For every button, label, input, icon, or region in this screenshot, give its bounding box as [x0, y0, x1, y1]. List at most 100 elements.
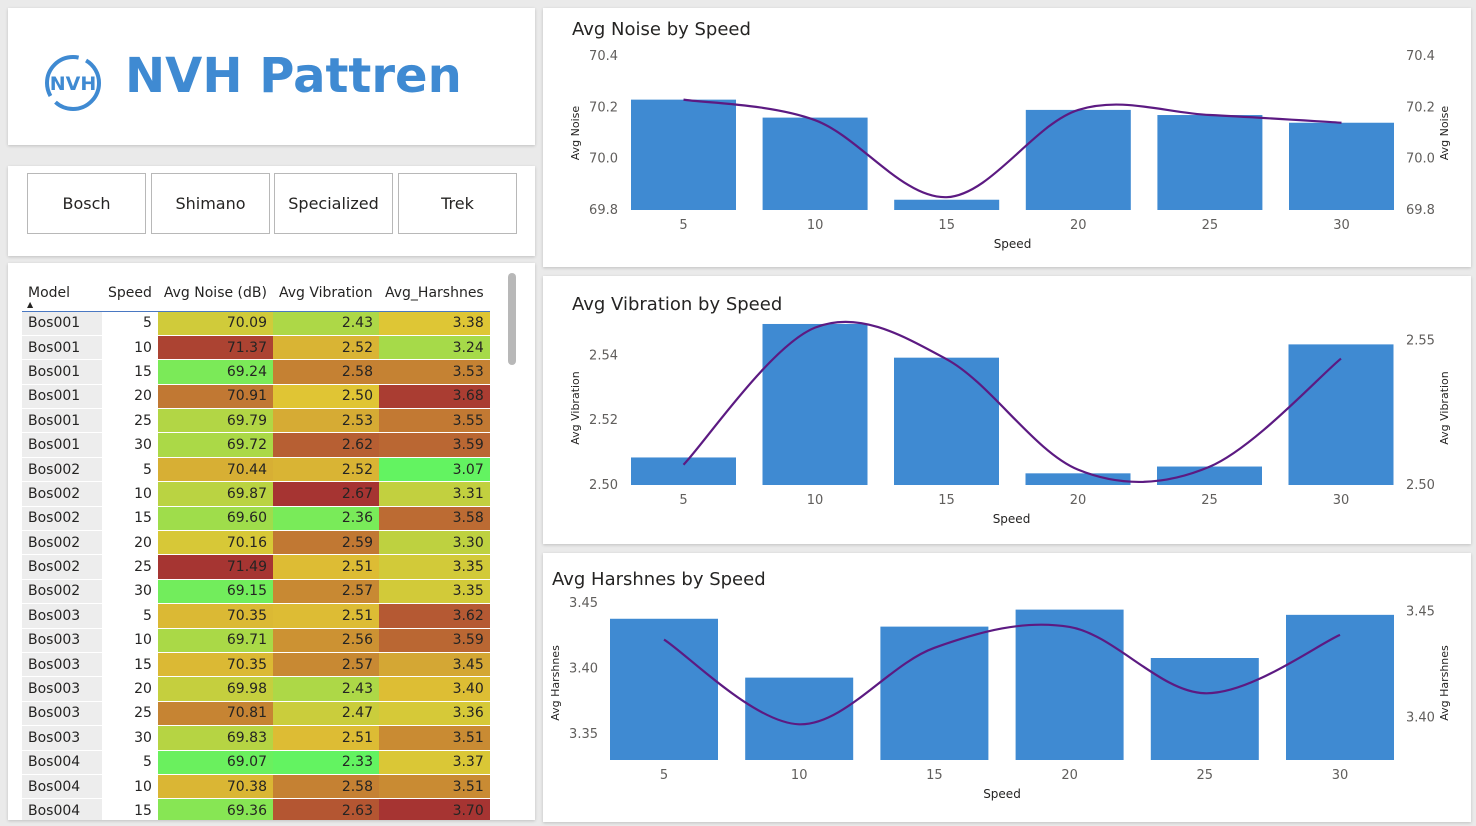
bar-speed-20[interactable] — [1025, 473, 1131, 485]
cell-speed: 30 — [102, 579, 158, 605]
cell-avg-noise: 69.24 — [157, 359, 273, 385]
table-row[interactable]: Bos004 5 69.07 2.33 3.37 — [22, 750, 490, 775]
cell-avg-harshnes: 3.53 — [378, 359, 490, 385]
bar-speed-20[interactable] — [1015, 609, 1124, 760]
bar-speed-25[interactable] — [1150, 658, 1259, 760]
table-row[interactable]: Bos002 25 71.49 2.51 3.35 — [22, 554, 490, 580]
cell-avg-noise: 70.09 — [157, 311, 273, 336]
table-row[interactable]: Bos002 20 70.16 2.59 3.30 — [22, 530, 490, 556]
table-row[interactable]: Bos003 30 69.83 2.51 3.51 — [22, 725, 490, 751]
table-row[interactable]: Bos004 10 70.38 2.58 3.51 — [22, 774, 490, 800]
bar-speed-10[interactable] — [762, 117, 868, 210]
table-row[interactable]: Bos001 10 71.37 2.52 3.24 — [22, 335, 490, 361]
column-header-model[interactable]: Model ▲ — [22, 275, 102, 312]
bar-speed-15[interactable] — [894, 357, 999, 485]
cell-avg-vibration: 2.57 — [272, 652, 379, 678]
svg-text:NVH: NVH — [50, 73, 97, 95]
cell-avg-noise: 70.91 — [157, 384, 273, 410]
table-row[interactable]: Bos001 15 69.24 2.58 3.53 — [22, 359, 490, 385]
slicer-button-trek[interactable]: Trek — [398, 173, 517, 234]
cell-avg-harshnes: 3.59 — [378, 432, 490, 458]
y-axis-title: Avg Vibration — [569, 371, 582, 445]
table-row[interactable]: Bos003 15 70.35 2.57 3.45 — [22, 652, 490, 678]
nvh-logo: NVH — [45, 55, 101, 111]
cell-model: Bos002 — [22, 457, 102, 483]
cell-avg-harshnes: 3.70 — [378, 798, 490, 820]
bar-speed-30[interactable] — [1289, 122, 1394, 210]
table-row[interactable]: Bos002 30 69.15 2.57 3.35 — [22, 579, 490, 605]
column-header-avg-harshnes[interactable]: Avg_Harshnes — [378, 275, 490, 312]
cell-avg-harshnes: 3.35 — [378, 579, 490, 605]
bar-speed-30[interactable] — [1286, 614, 1394, 760]
table-scrollbar[interactable] — [508, 273, 516, 365]
column-header-avg-vibration[interactable]: Avg Vibration — [272, 275, 379, 312]
bar-speed-15[interactable] — [894, 199, 1000, 210]
y-tick-label: 3.40 — [569, 661, 598, 676]
cell-avg-harshnes: 3.59 — [378, 628, 490, 653]
bar-speed-30[interactable] — [1288, 344, 1394, 485]
x-tick-label: 15 — [926, 768, 943, 783]
column-header-avg-noise[interactable]: Avg Noise (dB) — [157, 275, 273, 312]
bar-speed-15[interactable] — [880, 626, 989, 760]
table-row[interactable]: Bos002 15 69.60 2.36 3.58 — [22, 506, 490, 532]
cell-speed: 15 — [102, 652, 158, 678]
brand-slicer: Bosch Shimano Specialized Trek — [8, 166, 535, 256]
cell-speed: 10 — [102, 774, 158, 800]
y-axis-title: Avg Noise — [569, 106, 582, 161]
cell-avg-vibration: 2.52 — [272, 335, 379, 361]
table-row[interactable]: Bos001 25 69.79 2.53 3.55 — [22, 408, 490, 434]
slicer-button-shimano[interactable]: Shimano — [151, 173, 270, 234]
bar-speed-20[interactable] — [1025, 109, 1131, 210]
chart-title-avg-noise: Avg Noise by Speed — [572, 19, 751, 40]
y2-tick-label: 3.40 — [1406, 711, 1435, 726]
y-axis-title: Avg Harshnes — [549, 645, 562, 721]
bar-speed-5[interactable] — [631, 457, 736, 485]
x-tick-label: 15 — [938, 218, 955, 233]
y2-axis-title: Avg Vibration — [1438, 371, 1451, 445]
trend-line[interactable] — [683, 98, 1342, 199]
column-header-speed[interactable]: Speed — [102, 275, 158, 312]
x-tick-label: 30 — [1333, 218, 1350, 233]
y-tick-label: 70.2 — [589, 100, 618, 115]
cell-model: Bos001 — [22, 311, 102, 336]
bar-speed-25[interactable] — [1157, 466, 1262, 485]
cell-avg-noise: 69.07 — [157, 750, 273, 775]
bar-speed-5[interactable] — [610, 618, 718, 760]
slicer-button-bosch[interactable]: Bosch — [27, 173, 146, 234]
cell-avg-noise: 70.38 — [157, 774, 273, 800]
table-row[interactable]: Bos003 20 69.98 2.43 3.40 — [22, 676, 490, 702]
x-tick-label: 5 — [660, 768, 668, 783]
cell-avg-harshnes: 3.31 — [378, 481, 490, 507]
bar-speed-10[interactable] — [745, 677, 854, 760]
trend-line[interactable] — [682, 320, 1342, 483]
table-row[interactable]: Bos001 30 69.72 2.62 3.59 — [22, 432, 490, 458]
y-tick-label: 3.45 — [569, 596, 598, 611]
cell-avg-noise: 69.71 — [157, 628, 273, 653]
cell-avg-harshnes: 3.38 — [378, 311, 490, 336]
avg-harshnes-chart: 3.35 3.40 3.45 3.40 3.45 Avg Harshnes Avg Hars… — [549, 596, 1451, 801]
y-tick-label: 69.8 — [589, 203, 618, 218]
table-row[interactable]: Bos001 20 70.91 2.50 3.68 — [22, 384, 490, 410]
table-row[interactable]: Bos003 5 70.35 2.51 3.62 — [22, 603, 490, 629]
y2-tick-label: 2.50 — [1406, 478, 1435, 493]
y2-tick-label: 70.0 — [1406, 152, 1435, 167]
bar-speed-25[interactable] — [1157, 115, 1263, 210]
cell-avg-harshnes: 3.24 — [378, 335, 490, 361]
table-row[interactable]: Bos002 5 70.44 2.52 3.07 — [22, 457, 490, 483]
table-row[interactable]: Bos003 10 69.71 2.56 3.59 — [22, 628, 490, 653]
trend-line[interactable] — [663, 623, 1341, 726]
cell-speed: 10 — [102, 628, 158, 653]
bar-speed-10[interactable] — [762, 323, 868, 485]
cell-avg-vibration: 2.53 — [272, 408, 379, 434]
table-row[interactable]: Bos002 10 69.87 2.67 3.31 — [22, 481, 490, 507]
slicer-button-specialized[interactable]: Specialized — [274, 173, 393, 234]
cell-avg-vibration: 2.36 — [272, 506, 379, 532]
table-row[interactable]: Bos004 15 69.36 2.63 3.70 — [22, 798, 490, 820]
x-tick-label: 10 — [791, 768, 808, 783]
table-row[interactable]: Bos003 25 70.81 2.47 3.36 — [22, 701, 490, 727]
cell-avg-vibration: 2.67 — [272, 481, 379, 507]
table-row[interactable]: Bos001 5 70.09 2.43 3.38 — [22, 311, 490, 336]
sort-ascending-icon: ▲ — [27, 299, 34, 309]
bar-speed-5[interactable] — [631, 99, 736, 210]
cell-model: Bos001 — [22, 432, 102, 458]
